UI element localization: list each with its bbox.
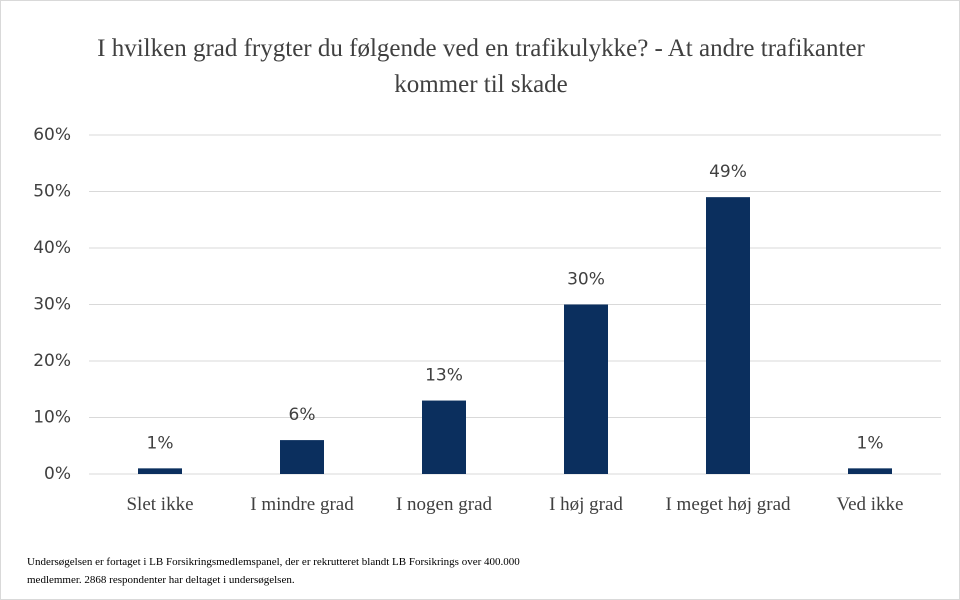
data-label: 1% [147, 433, 174, 453]
x-tick-label: I mindre grad [250, 494, 354, 515]
y-tick-label: 50% [33, 182, 71, 202]
bar [564, 304, 608, 474]
y-tick-label: 30% [33, 295, 71, 315]
bar [422, 400, 466, 474]
data-label: 30% [567, 270, 605, 290]
bar [280, 440, 324, 474]
data-label: 6% [289, 405, 316, 425]
x-tick-label: I nogen grad [395, 494, 493, 515]
x-tick-label: I meget høj grad [665, 494, 791, 515]
data-label: 49% [709, 162, 747, 182]
data-label: 13% [425, 366, 463, 386]
chart-title: I hvilken grad frygter du følgende ved e… [97, 35, 865, 98]
x-tick-label: Slet ikke [126, 494, 194, 515]
bar [138, 468, 182, 474]
y-tick-label: 60% [33, 125, 71, 145]
y-tick-label: 10% [33, 408, 71, 428]
x-tick-label: Ved ikke [836, 494, 904, 515]
bar [848, 468, 892, 474]
y-tick-label: 20% [33, 351, 71, 371]
y-tick-label: 0% [44, 464, 71, 484]
footnote: Undersøgelsen er fortaget i LB Forsikrin… [27, 556, 520, 586]
y-tick-label: 40% [33, 238, 71, 258]
x-tick-label: I høj grad [549, 494, 623, 515]
data-label: 1% [857, 433, 884, 453]
bar [706, 197, 750, 474]
